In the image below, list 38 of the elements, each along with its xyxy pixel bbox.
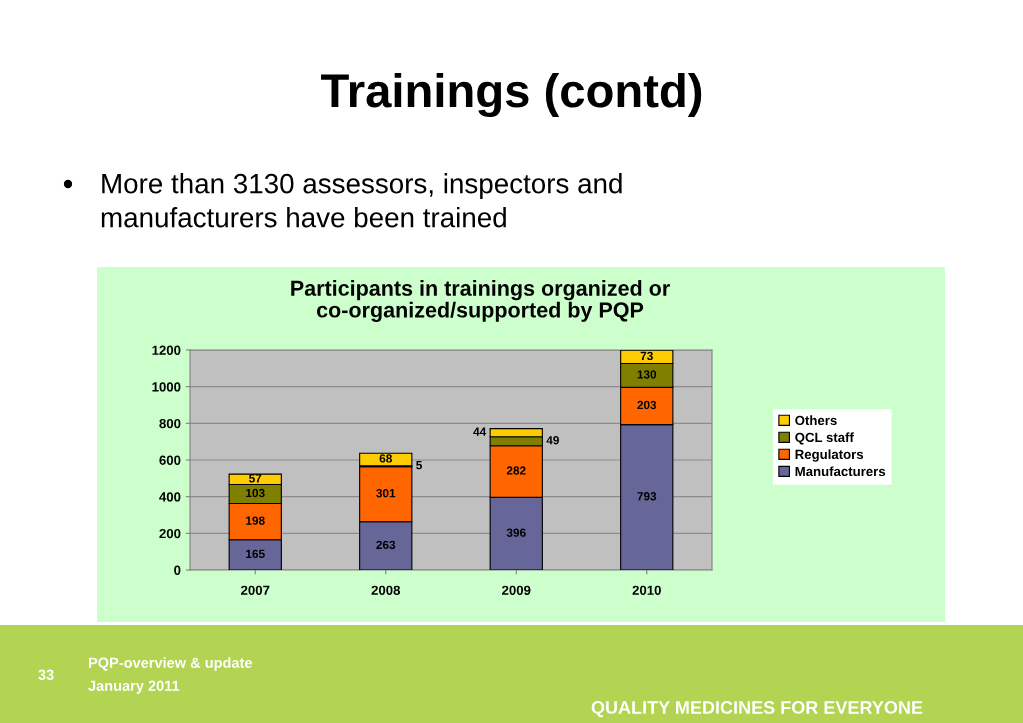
data-label: 198 (246, 516, 265, 525)
data-label: 793 (637, 492, 657, 501)
y-tick-label: 1000 (152, 382, 181, 392)
text: Trainings (contd) (321, 72, 702, 118)
data-label: 73 (640, 351, 653, 361)
data-label: 68 (379, 454, 392, 463)
text: More than 3130 assessors, inspectors and manufacturers have been trained (101, 173, 622, 228)
x-tick-label: 2009 (502, 585, 531, 595)
text: QUALITY MEDICINES FOR EVERYONE (591, 701, 923, 718)
data-label: 396 (506, 528, 526, 537)
text: PQP-overview & update (88, 657, 253, 671)
data-label: 165 (246, 549, 265, 559)
data-label: 103 (246, 488, 265, 498)
x-tick-label: 2007 (241, 585, 270, 595)
legend-label: Others (795, 415, 837, 426)
y-tick-label: 0 (174, 565, 181, 575)
data-label: 130 (637, 370, 657, 379)
x-tick-label: 2010 (632, 585, 661, 595)
data-label: 49 (546, 436, 559, 445)
y-tick-label: 400 (159, 492, 181, 502)
data-label: 282 (506, 466, 526, 475)
data-label: 301 (376, 489, 396, 498)
y-tick-label: 1200 (152, 345, 181, 355)
legend-label: Regulators (795, 449, 864, 462)
data-label: 203 (637, 400, 657, 410)
chart-title: Participants in trainings organized or co-organized/supported by PQP (291, 280, 670, 322)
data-label: 57 (249, 474, 262, 483)
y-tick-label: 600 (159, 455, 181, 465)
data-label: 5 (416, 461, 422, 470)
data-label: 44 (473, 427, 487, 436)
y-tick-label: 800 (159, 418, 181, 429)
text: January 2011 (88, 680, 180, 694)
x-tick-label: 2008 (371, 585, 401, 595)
y-tick-label: 200 (159, 528, 181, 539)
legend-label: Manufacturers (795, 466, 886, 477)
text: 33 (38, 669, 54, 680)
legend-label: QCL staff (795, 432, 854, 445)
data-label: 263 (376, 540, 396, 550)
